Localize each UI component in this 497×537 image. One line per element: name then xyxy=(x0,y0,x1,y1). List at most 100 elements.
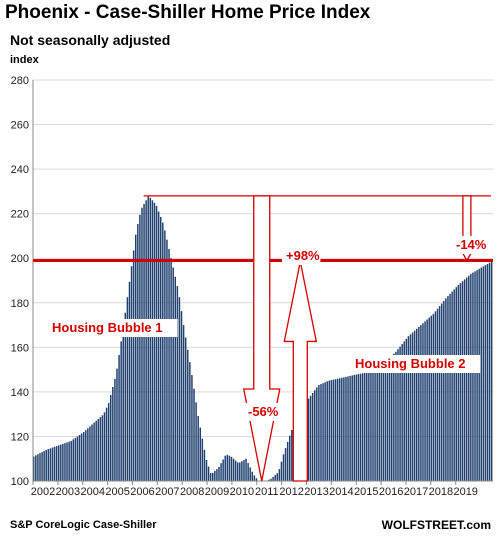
annotation-bubble1: Housing Bubble 1 xyxy=(52,320,163,335)
data-bar xyxy=(357,374,360,481)
data-bar xyxy=(157,211,160,481)
data-bar xyxy=(336,378,339,481)
data-bar xyxy=(449,293,451,481)
data-bar xyxy=(201,438,204,481)
data-bar xyxy=(82,431,85,481)
data-bar xyxy=(382,362,385,481)
data-bar xyxy=(145,200,147,482)
data-bar xyxy=(486,263,489,481)
data-bar xyxy=(212,472,214,481)
y-axis-label: index xyxy=(10,54,39,66)
data-bar xyxy=(114,378,116,481)
data-bar xyxy=(103,412,106,481)
data-bar xyxy=(49,448,52,481)
annotation-drop-bg xyxy=(244,403,283,421)
annotation-bubble2: Housing Bubble 2 xyxy=(355,356,466,371)
annotation-gap: -14% xyxy=(456,237,487,252)
data-bar xyxy=(451,291,453,481)
data-bar xyxy=(226,454,229,481)
annotation-bubble2-bg xyxy=(351,355,481,373)
data-bar xyxy=(141,207,143,481)
data-bar xyxy=(359,373,362,481)
data-bar xyxy=(162,222,164,482)
data-bar xyxy=(440,303,443,481)
data-bar xyxy=(422,323,424,481)
data-bar xyxy=(426,319,428,481)
x-tick-label: 2009 xyxy=(205,486,229,498)
x-tick-label: 2018 xyxy=(429,486,453,498)
data-bar xyxy=(47,449,50,481)
data-bar xyxy=(197,415,199,481)
data-bar xyxy=(284,448,287,481)
data-bar xyxy=(151,200,154,482)
y-tick-label: 260 xyxy=(11,120,29,132)
data-bar xyxy=(241,461,243,481)
x-tick-label: 2002 xyxy=(31,486,55,498)
data-bar xyxy=(345,376,347,481)
data-bar xyxy=(463,279,466,481)
x-tick-label: 2019 xyxy=(453,486,477,498)
data-bar xyxy=(320,384,322,481)
data-bar xyxy=(276,473,279,481)
x-tick-label: 2014 xyxy=(329,486,353,498)
data-bar xyxy=(384,361,387,481)
data-bar xyxy=(176,286,179,481)
data-bar xyxy=(33,456,35,481)
y-tick-label: 220 xyxy=(11,209,29,221)
data-bar xyxy=(355,374,358,481)
data-bar xyxy=(393,353,395,481)
data-bar xyxy=(468,275,470,481)
data-bar xyxy=(484,265,487,481)
data-bar xyxy=(332,379,335,481)
data-bar xyxy=(216,469,218,481)
data-bar xyxy=(274,475,276,481)
x-tick-label: 2010 xyxy=(230,486,254,498)
data-bar xyxy=(91,424,93,481)
data-bar xyxy=(172,267,174,481)
data-bar xyxy=(124,312,127,481)
data-bar xyxy=(424,321,426,481)
drop-arrow xyxy=(242,195,281,482)
annotation-rise-bg xyxy=(282,247,321,265)
data-bar xyxy=(143,204,145,481)
x-tick-label: 2013 xyxy=(304,486,328,498)
data-bar xyxy=(428,317,430,481)
data-bar xyxy=(368,372,370,481)
x-tick-label: 2007 xyxy=(155,486,179,498)
data-bar xyxy=(37,454,39,481)
data-bar xyxy=(193,388,195,481)
data-bar xyxy=(388,357,391,481)
data-bar xyxy=(130,266,133,481)
data-bar xyxy=(255,478,258,481)
data-bar xyxy=(432,313,435,481)
data-bar xyxy=(411,332,414,481)
data-bar xyxy=(478,268,480,481)
data-bar xyxy=(159,217,162,481)
data-bar xyxy=(76,436,79,481)
data-bar xyxy=(363,372,366,481)
annotation-gap-bg xyxy=(452,236,491,254)
annotation-bubble1-bg xyxy=(48,319,178,337)
data-bar xyxy=(68,441,70,481)
data-bar xyxy=(72,439,75,481)
data-bar xyxy=(139,214,141,481)
data-bar xyxy=(120,341,122,481)
x-tick-label: 2008 xyxy=(180,486,204,498)
data-bar xyxy=(318,385,320,481)
x-tick-label: 2004 xyxy=(80,486,104,498)
data-bar xyxy=(41,452,43,481)
data-bar xyxy=(234,460,237,481)
data-bar xyxy=(128,281,131,481)
data-bar xyxy=(222,459,224,481)
data-bar xyxy=(490,261,493,481)
data-bar xyxy=(101,415,104,481)
data-bar xyxy=(470,273,472,481)
data-bar xyxy=(45,449,47,481)
y-tick-label: 140 xyxy=(11,387,29,399)
data-bar xyxy=(330,380,333,481)
data-bar xyxy=(459,283,462,481)
data-bar xyxy=(247,463,249,481)
data-bar xyxy=(309,395,312,481)
data-bar xyxy=(420,325,422,481)
data-bar xyxy=(57,445,60,481)
